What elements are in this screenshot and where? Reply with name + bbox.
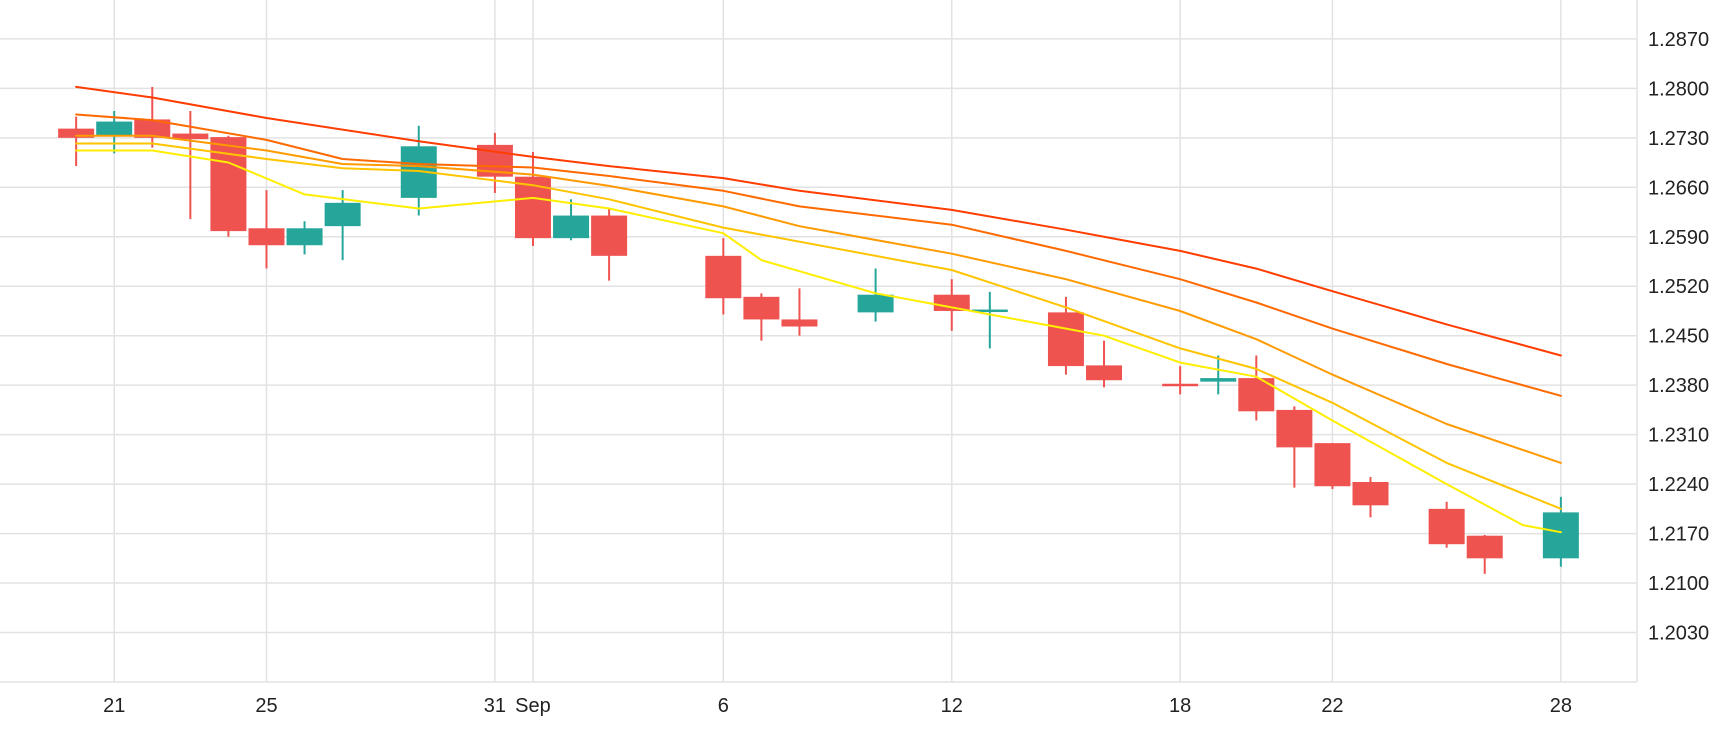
x-tick-label: 6 — [718, 695, 729, 717]
candle-down — [591, 208, 628, 281]
candle-up — [971, 291, 1008, 349]
candle-down — [58, 116, 95, 167]
y-tick-label: 1.2660 — [1648, 177, 1709, 199]
x-tick-label: 28 — [1550, 695, 1572, 717]
y-tick-label: 1.2730 — [1648, 128, 1709, 150]
candle-down — [781, 288, 818, 336]
y-tick-label: 1.2170 — [1648, 524, 1709, 546]
candle-body — [134, 119, 171, 138]
moving-average-line-4 — [75, 142, 1562, 510]
candle-body — [857, 294, 894, 313]
moving-average-lines — [75, 85, 1562, 534]
candles-layer — [58, 86, 1579, 574]
candle-down — [1428, 501, 1465, 548]
candle-body — [553, 215, 590, 239]
candle-down — [476, 132, 513, 193]
y-tick-label: 1.2870 — [1648, 29, 1709, 51]
candle-body — [591, 215, 628, 256]
candle-down — [1314, 443, 1351, 490]
candle-body — [58, 128, 95, 138]
y-tick-label: 1.2100 — [1648, 573, 1709, 595]
y-tick-label: 1.2590 — [1648, 227, 1709, 249]
candle-body — [1086, 365, 1123, 381]
candle-body — [971, 309, 1008, 313]
vertical-gridlines — [113, 0, 1562, 682]
candle-down — [705, 238, 742, 315]
candle-body — [1428, 508, 1465, 545]
candle-down — [1162, 366, 1199, 395]
y-tick-label: 1.2380 — [1648, 375, 1709, 397]
x-axis-labels: 21 25 31 Sep 6 12 18 22 28 — [103, 695, 1572, 717]
y-tick-label: 1.2520 — [1648, 276, 1709, 298]
x-tick-label: Sep — [515, 695, 551, 717]
y-tick-label: 1.2450 — [1648, 326, 1709, 348]
horizontal-gridlines — [0, 38, 1637, 634]
candle-body — [286, 228, 323, 246]
moving-average-line-5 — [75, 149, 1562, 534]
x-tick-label: 25 — [255, 695, 277, 717]
candle-body — [1542, 512, 1579, 559]
candle-body — [172, 133, 209, 140]
moving-average-line-1 — [75, 85, 1562, 357]
candle-body — [1162, 383, 1199, 387]
candle-body — [1314, 443, 1351, 487]
y-tick-label: 1.2240 — [1648, 474, 1709, 496]
candle-body — [1200, 378, 1237, 382]
candle-body — [933, 294, 970, 311]
x-tick-label: 21 — [103, 695, 125, 717]
candle-body — [1047, 312, 1084, 367]
moving-average-line-2 — [75, 113, 1562, 397]
candle-down — [1466, 534, 1503, 574]
candle-down — [1047, 296, 1084, 375]
candle-down — [1086, 340, 1123, 388]
y-tick-label: 1.2030 — [1648, 623, 1709, 645]
candle-down — [743, 293, 780, 341]
x-tick-label: 31 — [484, 695, 506, 717]
candle-up — [857, 268, 894, 322]
candle-body — [1352, 481, 1389, 506]
candle-down — [172, 110, 209, 220]
candle-body — [248, 228, 285, 246]
moving-average-line-3 — [75, 134, 1562, 464]
candle-body — [96, 121, 133, 136]
candle-down — [248, 190, 285, 269]
candle-down — [933, 279, 970, 331]
candle-body — [705, 255, 742, 299]
candle-body — [1466, 535, 1503, 559]
x-tick-label: 22 — [1321, 695, 1343, 717]
candle-down — [1276, 406, 1313, 488]
y-tick-label: 1.2310 — [1648, 425, 1709, 447]
candle-up — [1200, 355, 1237, 395]
candle-down — [1352, 477, 1389, 518]
candle-up — [286, 221, 323, 255]
candle-body — [781, 319, 818, 327]
x-tick-label: 18 — [1169, 695, 1191, 717]
candle-body — [324, 202, 361, 227]
candle-down — [210, 135, 247, 237]
candle-up — [1542, 496, 1579, 567]
y-axis-labels: 1.2030 1.2100 1.2170 1.2240 1.2310 1.2380 1.24… — [1648, 29, 1709, 645]
candle-body — [743, 296, 780, 320]
candle-up — [553, 199, 590, 241]
x-tick-label: 12 — [941, 695, 963, 717]
y-tick-label: 1.2800 — [1648, 78, 1709, 100]
candle-body — [1276, 409, 1313, 448]
candle-up — [324, 190, 361, 261]
axes — [0, 0, 1638, 683]
